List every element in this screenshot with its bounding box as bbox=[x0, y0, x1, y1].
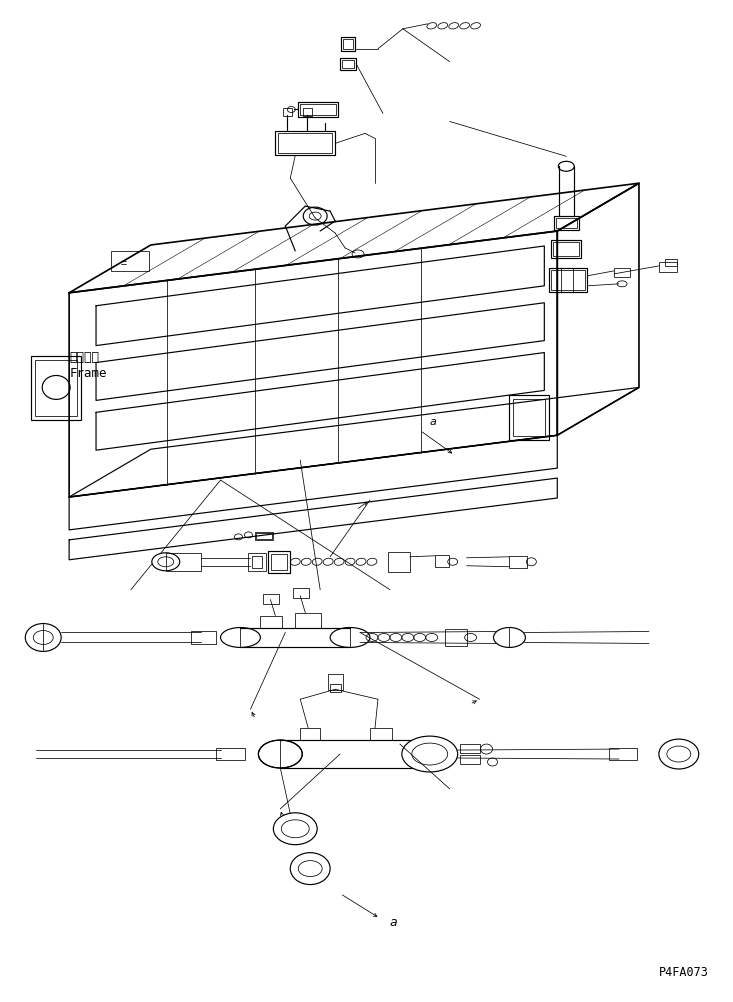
Bar bbox=[341, 37, 355, 51]
Bar bbox=[293, 587, 309, 597]
Bar bbox=[284, 108, 292, 116]
Bar bbox=[509, 556, 527, 568]
Bar bbox=[509, 396, 549, 440]
Bar bbox=[295, 612, 321, 627]
Text: a: a bbox=[390, 917, 397, 930]
Bar bbox=[554, 216, 579, 230]
Bar bbox=[553, 242, 579, 256]
Bar bbox=[445, 628, 467, 646]
Ellipse shape bbox=[493, 627, 526, 647]
Bar bbox=[370, 728, 392, 740]
Bar bbox=[343, 39, 353, 49]
Bar bbox=[328, 674, 343, 690]
Bar bbox=[551, 240, 581, 258]
Ellipse shape bbox=[659, 739, 699, 769]
Bar bbox=[111, 250, 149, 271]
Ellipse shape bbox=[152, 553, 180, 571]
Bar bbox=[460, 744, 479, 754]
Bar bbox=[513, 400, 545, 436]
Bar bbox=[301, 103, 336, 115]
Bar bbox=[298, 101, 338, 117]
Bar bbox=[303, 108, 312, 116]
Bar bbox=[556, 218, 577, 228]
Bar bbox=[435, 555, 449, 567]
Bar bbox=[342, 60, 354, 68]
Ellipse shape bbox=[259, 740, 302, 768]
Ellipse shape bbox=[221, 627, 260, 647]
Bar bbox=[659, 262, 677, 272]
Bar bbox=[268, 551, 290, 573]
Ellipse shape bbox=[402, 736, 457, 772]
Bar bbox=[388, 552, 410, 572]
Bar bbox=[609, 748, 637, 760]
Bar bbox=[263, 593, 279, 603]
Bar bbox=[301, 728, 320, 740]
Bar bbox=[460, 756, 479, 764]
Bar bbox=[260, 615, 282, 627]
Bar bbox=[551, 270, 585, 290]
Bar bbox=[248, 553, 266, 571]
Bar bbox=[279, 133, 332, 153]
Text: フレーム: フレーム bbox=[69, 351, 99, 364]
Bar bbox=[330, 684, 341, 692]
Ellipse shape bbox=[290, 853, 330, 885]
Bar bbox=[252, 556, 262, 568]
Bar bbox=[255, 532, 273, 540]
Text: a: a bbox=[430, 417, 437, 427]
Bar bbox=[665, 259, 677, 266]
Text: Frame: Frame bbox=[69, 368, 106, 381]
Bar bbox=[32, 356, 81, 420]
Bar bbox=[549, 268, 587, 292]
Bar bbox=[191, 630, 216, 644]
Bar bbox=[340, 58, 356, 70]
Bar bbox=[35, 360, 77, 416]
Text: P4FA073: P4FA073 bbox=[659, 966, 709, 979]
Bar bbox=[257, 533, 273, 539]
Bar bbox=[614, 268, 630, 277]
Bar bbox=[240, 627, 350, 647]
Ellipse shape bbox=[273, 813, 317, 845]
Bar bbox=[166, 553, 201, 571]
Bar bbox=[216, 748, 246, 760]
Bar bbox=[271, 554, 287, 570]
Ellipse shape bbox=[26, 623, 61, 651]
Bar bbox=[276, 131, 335, 155]
Bar bbox=[280, 740, 430, 768]
